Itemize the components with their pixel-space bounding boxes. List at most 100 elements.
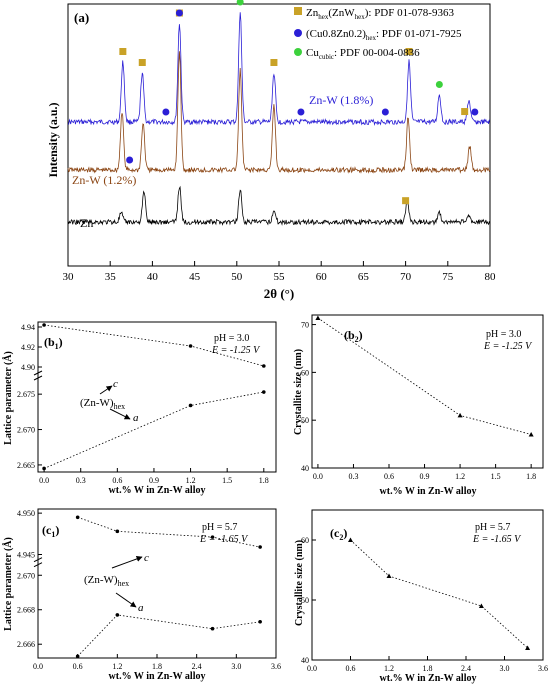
- marker-Cu_cubic: [236, 0, 244, 6]
- panel-c2-xtick-label: 0.6: [346, 664, 356, 673]
- panel-b2-xtick-label: 0.0: [313, 472, 323, 481]
- panel-a-label: (a): [74, 10, 89, 25]
- panel-c2-label: (c2): [330, 526, 347, 542]
- legend-entry-cu-cubic: Cucubic: PDF 00-004-0836: [306, 47, 420, 61]
- panel-c2-ylabel: Crystallite size (nm): [294, 540, 305, 626]
- marker-Zn_hex: [119, 48, 127, 55]
- panel-a-markers: [119, 0, 479, 205]
- panel-c1-a-arrow: [115, 592, 137, 608]
- panel-b1-axis-break: [33, 370, 43, 381]
- marker-Zn_hex: [461, 108, 469, 116]
- panel-c2-xlabel: wt.% W in Zn-W alloy: [380, 673, 477, 684]
- panel-a-xtick-label: 65: [358, 271, 370, 283]
- panel-c1-xtick-label: 1.8: [152, 662, 162, 671]
- panel-b1-xtick-label: 0.3: [76, 476, 86, 485]
- panel-b2-xtick-label: 1.8: [526, 472, 536, 481]
- panel-c2: (c2) Crystallite size (nm) wt.% W in Zn-…: [294, 509, 548, 684]
- panel-b2-ytick-label: 70: [301, 321, 309, 330]
- panel-c1-ytick-label: 4.945: [17, 551, 35, 560]
- panel-c1-potential: E = -1.65 V: [199, 534, 249, 545]
- panel-b2-point: [528, 432, 534, 437]
- panel-c2-frame: [311, 509, 544, 661]
- xrd-trace-w12: [67, 51, 491, 174]
- panel-c1-ytick-label: 4.950: [17, 509, 35, 518]
- panel-b1-c-arrow: [99, 385, 113, 395]
- panel-b2-label: (b2): [344, 328, 363, 344]
- panel-b2-xtick-label: 0.6: [384, 472, 394, 481]
- panel-c1-xtick-label: 2.4: [192, 662, 202, 671]
- panel-b1-frame: [37, 321, 277, 473]
- panel-b2-axes: 0.0 0.3 0.6 0.9 1.2 1.5 1.8 70 60 50 40: [301, 321, 536, 481]
- panel-b1-ytick-label: 4.92: [21, 343, 35, 352]
- panel-b2-data: [315, 315, 534, 437]
- panel-c1-ytick-label: 2.670: [17, 571, 35, 580]
- marker-Zn_hex: [270, 59, 278, 66]
- trace-label-zn-w-1-2: Zn-W (1.2%): [72, 173, 136, 187]
- panel-b1-potential: E = -1.25 V: [211, 345, 261, 356]
- marker-Zn_hex: [402, 197, 410, 205]
- panel-c1-axes: 0.0 0.6 1.2 1.8 2.4 3.0 3.6 4.950 4.945 2.670 2.66…: [17, 509, 281, 671]
- panel-a-xtick-label: 35: [105, 271, 117, 283]
- panel-b2-point: [315, 315, 321, 320]
- panel-c1: (c1) Lattice parameter (Å) wt.% W in Zn-…: [2, 508, 281, 682]
- legend-marker-zn-hex: [294, 7, 302, 15]
- panel-c2-point: [386, 573, 392, 578]
- panel-c1-xtick-label: 0.6: [73, 662, 83, 671]
- panel-c2-potential: E = -1.65 V: [472, 534, 522, 545]
- panel-c1-ylabel: Lattice parameter (Å): [2, 537, 14, 631]
- panel-b2-ytick-label: 40: [301, 464, 309, 473]
- panel-a-xtick-label: 50: [231, 271, 243, 283]
- panel-b2-ylabel: Crystallite size (nm): [293, 349, 304, 435]
- panel-b1-xtick-label: 0.9: [149, 476, 159, 485]
- panel-b2-potential: E = -1.25 V: [483, 341, 533, 352]
- panel-c2-ytick-label: 60: [301, 536, 309, 545]
- panel-b1-phase: (Zn-W)hex: [80, 397, 125, 411]
- panel-c1-data: [75, 515, 262, 659]
- panel-c1-c-point: [115, 529, 120, 534]
- marker-CuZn_hex: [471, 108, 479, 116]
- panel-c1-c-line: [77, 516, 261, 548]
- panel-c1-xtick-label: 3.0: [231, 662, 241, 671]
- panel-b1-ylabel: Lattice parameter (Å): [2, 351, 14, 445]
- legend-marker-cuzn-hex: [294, 29, 302, 37]
- panel-b2-point: [457, 412, 463, 418]
- panel-c1-xlabel: wt.% W in Zn-W alloy: [109, 671, 206, 682]
- panel-b2-ytick-label: 60: [301, 368, 309, 377]
- panel-b2-xtick-label: 0.9: [420, 472, 430, 481]
- panel-c2-data: [348, 537, 531, 650]
- trace-label-zn-w-1-8: Zn-W (1.8%): [309, 93, 373, 107]
- xrd-trace-zn: [67, 185, 491, 226]
- panel-a-legend: Znhex(ZnWhex): PDF 01-078-9363 (Cu0.8Zn0…: [294, 7, 462, 61]
- panel-b1-a-label: a: [133, 412, 139, 424]
- panel-b1-a-line: [43, 391, 264, 469]
- panel-c2-xtick-label: 1.2: [384, 664, 394, 673]
- panel-b1-xtick-label: 0.0: [39, 476, 49, 485]
- panel-b1-data: [42, 323, 266, 471]
- panel-b1-ytick-label: 2.675: [17, 390, 35, 399]
- panel-b1-xtick-label: 1.2: [186, 476, 196, 485]
- marker-CuZn_hex: [162, 108, 170, 116]
- panel-a-traces: [67, 12, 491, 226]
- panel-b1-axes: 0.0 0.3 0.6 0.9 1.2 1.5 1.8 4.94 4.92 4.90 2.675 2.…: [17, 323, 269, 485]
- panel-b1-a-point: [188, 403, 193, 408]
- marker-Zn_hex: [405, 48, 413, 55]
- panel-b1-xtick-label: 0.6: [112, 476, 122, 485]
- panel-b1-label: (b1): [44, 335, 63, 351]
- panel-c2-point: [525, 645, 531, 650]
- marker-CuZn_hex: [381, 108, 389, 116]
- panel-c2-xtick-label: 3.0: [500, 664, 510, 673]
- marker-CuZn_hex: [297, 108, 305, 116]
- panel-b1-xtick-label: 1.8: [259, 476, 269, 485]
- marker-Zn_hex: [138, 59, 146, 66]
- panel-c1-label: (c1): [42, 523, 59, 539]
- panel-a-xtick-label: 70: [400, 271, 412, 283]
- panel-a-xtick-label: 30: [63, 271, 75, 283]
- panel-c1-phase: (Zn-W)hex: [84, 574, 129, 588]
- panel-b1-ytick-label: 4.90: [21, 363, 35, 372]
- panel-b1-a-point: [42, 466, 46, 471]
- panel-a-xtick-label: 60: [316, 271, 328, 283]
- panel-c2-axes: 0.0 0.6 1.2 1.8 2.4 3.0 3.6 60 50 40: [301, 536, 548, 673]
- panel-b2-xtick-label: 0.3: [348, 472, 358, 481]
- panel-a-xtick-label: 55: [274, 271, 286, 283]
